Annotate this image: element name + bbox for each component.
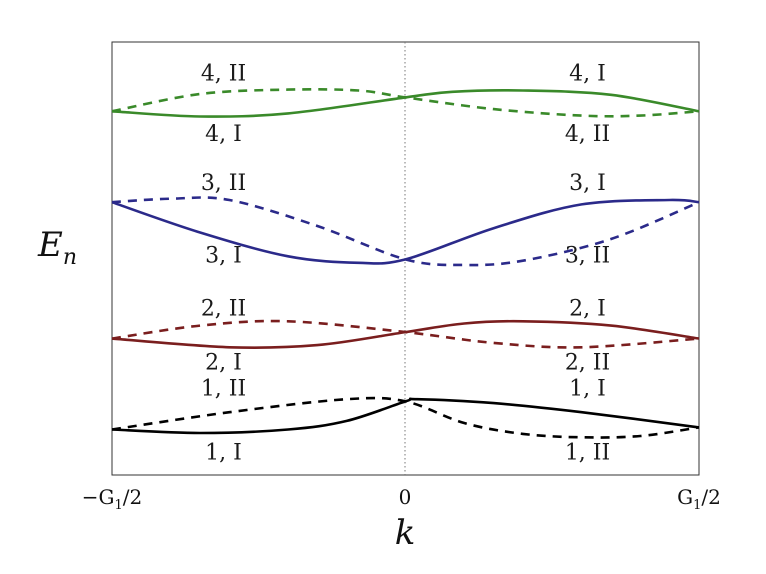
band-2-dashed-line xyxy=(111,319,700,349)
band-label: 1, II xyxy=(565,440,610,465)
y-axis-label: En xyxy=(37,225,77,270)
band-label: 4, II xyxy=(565,122,610,147)
x-tick-label-left: −G1/2 xyxy=(82,485,142,513)
x-tick-labels: −G1/2 0 G1/2 xyxy=(82,485,721,513)
band-label: 3, I xyxy=(569,171,606,196)
band-label: 2, II xyxy=(201,297,246,322)
band-4-solid-line xyxy=(111,89,700,118)
band-1-dashed-line xyxy=(111,396,700,439)
band-2-solid-line xyxy=(111,319,700,350)
band-label: 4, I xyxy=(569,62,606,87)
band-label: 4, II xyxy=(201,62,246,87)
x-tick-label-center: 0 xyxy=(399,485,412,509)
band-label: 2, I xyxy=(569,297,606,322)
band-label-layer: 1, II 1, I 1, I 1, II 2, II 2, I 2, I 2, II 3, I… xyxy=(201,62,610,466)
x-tick-label-right: G1/2 xyxy=(677,485,721,513)
series-layer xyxy=(111,88,700,439)
band-3-solid-line xyxy=(111,198,700,265)
band-label: 1, II xyxy=(201,376,246,401)
band-label: 4, I xyxy=(205,122,242,147)
band-4-dashed-line xyxy=(111,88,700,118)
band-3-dashed-line xyxy=(111,196,700,267)
band-label: 3, II xyxy=(565,243,610,268)
band-label: 3, II xyxy=(201,171,246,196)
band-label: 3, I xyxy=(205,243,242,268)
band-1-solid-line xyxy=(111,397,700,435)
x-axis-label: k xyxy=(395,513,416,553)
band-label: 1, I xyxy=(205,440,242,465)
band-label: 2, I xyxy=(205,350,242,375)
band-label: 2, II xyxy=(565,350,610,375)
band-label: 1, I xyxy=(569,376,606,401)
